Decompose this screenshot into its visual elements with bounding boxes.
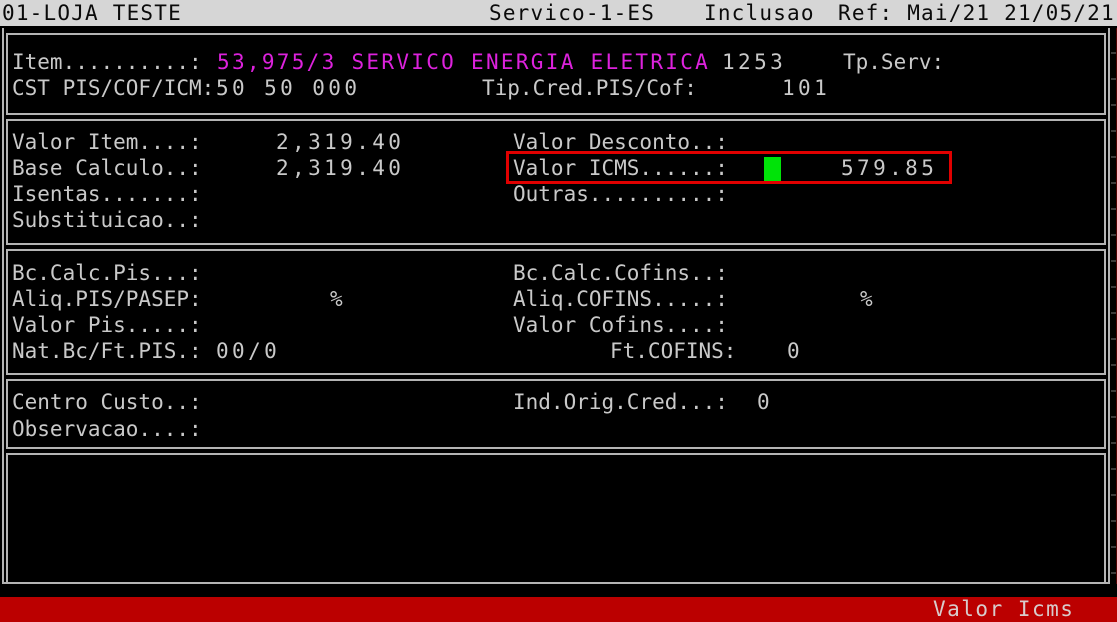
- section-empty: [6, 453, 1106, 584]
- ind-orig-cred-value: 0: [757, 390, 774, 414]
- ft-cofins-label: Ft.COFINS:: [610, 339, 737, 363]
- valor-pis-label: Valor Pis.....:: [12, 313, 202, 337]
- valor-icms-field[interactable]: [506, 151, 952, 184]
- cst-pis-cof-icm-label: CST PIS/COF/ICM:: [12, 76, 215, 100]
- cst-pis-cof-icm-value: 50 50 000: [216, 76, 361, 100]
- bc-calc-cofins-label: Bc.Calc.Cofins..:: [513, 261, 728, 285]
- base-calculo-label: Base Calculo..:: [12, 156, 202, 180]
- section-item-header: [6, 33, 1106, 115]
- nat-bc-ft-pis-label: Nat.Bc/Ft.PIS.:: [12, 339, 202, 363]
- aliq-cofins-label: Aliq.COFINS.....:: [513, 287, 728, 311]
- mode-label: Inclusao: [704, 1, 815, 25]
- valor-cofins-label: Valor Cofins....:: [513, 313, 728, 337]
- tip-cred-pis-cof-value: 101: [782, 76, 831, 100]
- aliq-pis-pasep-label: Aliq.PIS/PASEP:: [12, 287, 202, 311]
- tp-serv-label: Tp.Serv:: [843, 50, 945, 74]
- valor-icms-label: Valor ICMS......:: [513, 156, 728, 180]
- tip-cred-pis-cof-label: Tip.Cred.PIS/Cof:: [482, 76, 697, 100]
- aliq-cofins-percent-sign: %: [860, 287, 873, 311]
- store-name: 01-LOJA TESTE: [2, 1, 182, 25]
- ft-cofins-value: 0: [787, 339, 804, 363]
- base-calculo-value: 2,319.40: [276, 156, 405, 180]
- item-label: Item..........:: [12, 50, 202, 74]
- bc-calc-pis-label: Bc.Calc.Pis...:: [12, 261, 202, 285]
- text-cursor: [764, 157, 781, 181]
- ind-orig-cred-label: Ind.Orig.Cred...:: [513, 390, 728, 414]
- section-pis-cofins: [6, 249, 1106, 375]
- item-description-value: 53,975/3 SERVICO ENERGIA ELETRICA: [217, 50, 711, 74]
- nat-bc-ft-pis-value: 00/0: [216, 339, 281, 363]
- observacao-label: Observacao....:: [12, 417, 202, 441]
- item-extra-value: 1253: [722, 50, 787, 74]
- isentas-label: Isentas.......:: [12, 182, 202, 206]
- reference-date: Ref: Mai/21 21/05/21: [838, 1, 1115, 25]
- screen-name: Servico-1-ES: [489, 1, 656, 25]
- centro-custo-label: Centro Custo..:: [12, 390, 202, 414]
- substituicao-label: Substituicao..:: [12, 208, 202, 232]
- valor-item-value: 2,319.40: [276, 130, 405, 154]
- status-bar: Valor Icms: [0, 597, 1117, 622]
- valor-desconto-label: Valor Desconto..:: [513, 130, 728, 154]
- aliq-pis-percent-sign: %: [330, 287, 343, 311]
- title-bar: 01-LOJA TESTE Servico-1-ES Inclusao Ref:…: [0, 0, 1117, 26]
- valor-item-label: Valor Item....:: [12, 130, 202, 154]
- valor-icms-value[interactable]: 579.85: [841, 156, 938, 180]
- outras-label: Outras..........:: [513, 182, 728, 206]
- section-custo-observacao: [6, 379, 1106, 449]
- scroll-rail[interactable]: [1111, 28, 1117, 584]
- status-field-hint: Valor Icms: [933, 597, 1075, 621]
